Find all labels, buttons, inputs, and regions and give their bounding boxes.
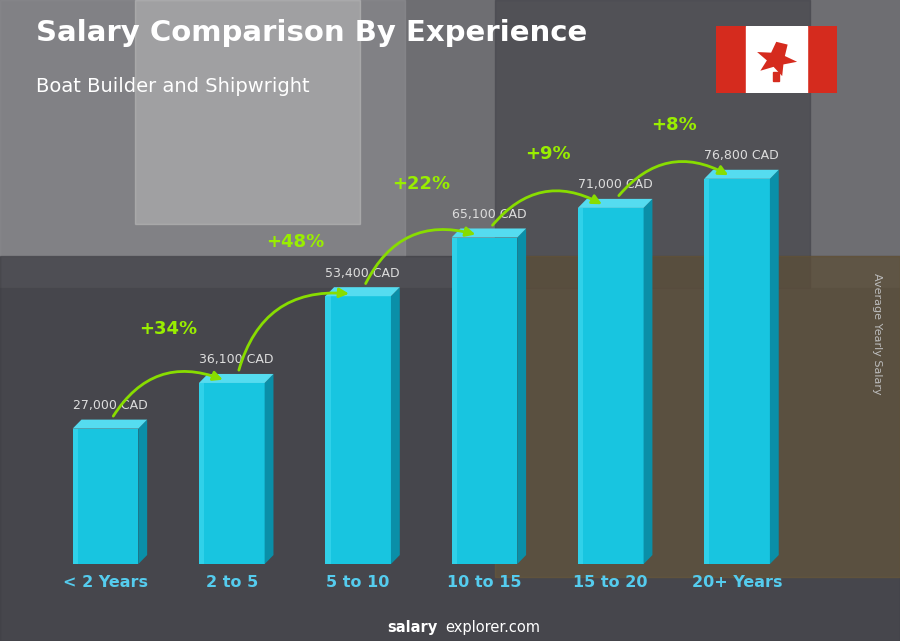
Text: salary: salary	[387, 620, 437, 635]
Text: 71,000 CAD: 71,000 CAD	[578, 178, 652, 192]
Text: 53,400 CAD: 53,400 CAD	[325, 267, 400, 279]
Bar	[578, 208, 583, 564]
Polygon shape	[704, 170, 778, 179]
Bar	[495, 0, 810, 288]
Text: 36,100 CAD: 36,100 CAD	[199, 353, 274, 367]
Text: 27,000 CAD: 27,000 CAD	[73, 399, 148, 412]
Polygon shape	[325, 287, 400, 296]
Polygon shape	[757, 42, 797, 76]
Polygon shape	[770, 170, 778, 564]
Text: +9%: +9%	[525, 145, 571, 163]
Text: 76,800 CAD: 76,800 CAD	[704, 149, 778, 162]
Bar	[199, 383, 265, 564]
Bar	[73, 429, 139, 564]
Bar	[325, 296, 391, 564]
Text: Salary Comparison By Experience: Salary Comparison By Experience	[36, 19, 587, 47]
FancyArrowPatch shape	[619, 162, 725, 196]
Bar	[773, 72, 779, 81]
Bar	[495, 256, 900, 577]
FancyArrowPatch shape	[492, 191, 599, 225]
Polygon shape	[518, 228, 526, 564]
Polygon shape	[73, 420, 148, 429]
Bar	[806, 26, 837, 93]
Polygon shape	[391, 287, 400, 564]
FancyArrowPatch shape	[238, 289, 346, 370]
Polygon shape	[644, 199, 652, 564]
Bar	[325, 296, 330, 564]
Text: explorer.com: explorer.com	[446, 620, 541, 635]
Bar	[452, 238, 518, 564]
Bar	[135, 0, 360, 224]
Bar	[0, 288, 900, 641]
Text: +34%: +34%	[140, 320, 198, 338]
Bar	[0, 0, 405, 256]
Polygon shape	[578, 199, 652, 208]
Bar	[578, 208, 644, 564]
Text: +8%: +8%	[651, 116, 697, 134]
Bar	[0, 256, 900, 641]
Text: 65,100 CAD: 65,100 CAD	[452, 208, 526, 221]
Text: Average Yearly Salary: Average Yearly Salary	[872, 272, 883, 394]
Text: +48%: +48%	[266, 233, 324, 251]
Bar	[0, 0, 900, 288]
FancyArrowPatch shape	[365, 228, 472, 283]
Text: Boat Builder and Shipwright: Boat Builder and Shipwright	[36, 77, 310, 96]
Bar	[452, 238, 457, 564]
FancyArrowPatch shape	[113, 371, 220, 416]
Polygon shape	[265, 374, 274, 564]
Bar	[716, 26, 746, 93]
Bar	[746, 26, 806, 93]
Text: +22%: +22%	[392, 174, 450, 192]
Polygon shape	[452, 228, 526, 238]
Bar	[73, 429, 78, 564]
Bar	[704, 179, 770, 564]
Bar	[704, 179, 709, 564]
Polygon shape	[139, 420, 148, 564]
Bar	[199, 383, 204, 564]
Polygon shape	[199, 374, 274, 383]
